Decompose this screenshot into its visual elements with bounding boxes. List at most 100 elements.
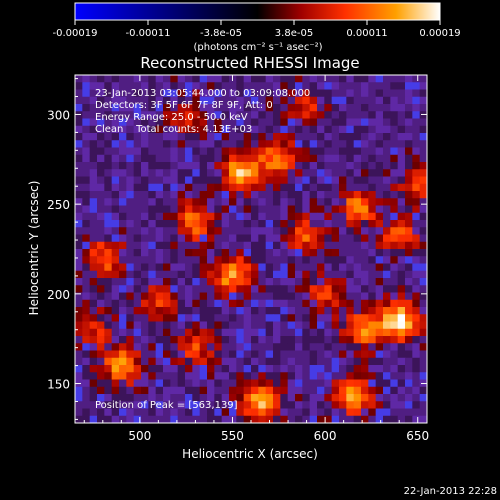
heatmap-cell [97,162,105,170]
heatmap-cell [287,285,296,293]
heatmap-cell [177,307,186,315]
heatmap-cell [141,343,149,351]
heatmap-cell [148,350,157,359]
heatmap-cell [375,147,384,156]
heatmap-cell [361,263,369,272]
heatmap-cell [265,176,274,185]
heatmap-cell [339,394,347,402]
heatmap-cell [75,162,83,170]
heatmap-cell [258,401,267,409]
heatmap-cell [133,205,142,214]
heatmap-cell [287,372,296,380]
heatmap-cell [214,104,223,112]
heatmap-cell [243,96,252,105]
heatmap-cell [243,314,252,322]
heatmap-cell [133,357,142,366]
heatmap-cell [119,307,127,315]
heatmap-cell [339,89,347,98]
heatmap-cell [119,299,127,308]
heatmap-cell [243,118,252,127]
heatmap-cell [295,75,303,83]
colorbar-gradient [74,2,441,21]
heatmap-cell [419,162,428,170]
heatmap-cell [199,191,208,199]
heatmap-cell [170,212,179,221]
heatmap-cell [251,278,259,286]
heatmap-cell [361,256,369,264]
heatmap-cell [280,89,289,98]
heatmap-cell [324,314,333,322]
heatmap-cell [119,176,127,185]
heatmap-cell [361,212,369,221]
heatmap-cell [309,270,318,279]
heatmap-cell [339,307,347,315]
heatmap-cell [104,118,113,127]
heatmap-cell [236,256,245,264]
heatmap-cell [361,314,369,322]
heatmap-cell [331,154,340,163]
heatmap-cell [243,292,252,301]
heatmap-cell [192,415,201,424]
heatmap-cell [177,118,186,127]
heatmap-cell [331,328,340,337]
heatmap-cell [295,285,303,293]
heatmap-cell [346,176,355,185]
heatmap-cell [405,299,413,308]
heatmap-cell [82,205,91,214]
heatmap-cell [383,234,391,243]
heatmap-cell [229,292,237,301]
heatmap-cell [324,336,333,344]
heatmap-cell [119,365,127,373]
heatmap-cell [229,336,237,344]
heatmap-cell [258,249,267,257]
heatmap-cell [412,234,421,243]
heatmap-cell [412,212,421,221]
heatmap-cell [199,379,208,388]
colorbar: -0.00019 -0.00011 -3.8e-05 3.8e-05 0.00011 0.… [53,2,461,53]
heatmap-cell [346,278,355,286]
heatmap-cell [265,336,274,344]
heatmap-cell [170,321,179,330]
heatmap-cell [214,292,223,301]
heatmap-cell [317,415,325,424]
heatmap-cell [331,285,340,293]
heatmap-cell [97,205,105,214]
heatmap-cell [177,256,186,264]
heatmap-cell [163,314,171,322]
heatmap-cell [185,408,193,417]
heatmap-cell [309,147,318,156]
heatmap-cell [419,205,428,214]
heatmap-cell [375,379,384,388]
heatmap-cell [89,96,98,105]
heatmap-cell [97,336,105,344]
heatmap-cell [126,176,135,185]
heatmap-cell [302,401,311,409]
heatmap-cell [280,147,289,156]
heatmap-cell [309,278,318,286]
heatmap-cell [133,343,142,351]
heatmap-cell [104,191,113,199]
heatmap-cell [419,256,428,264]
heatmap-cell [192,379,201,388]
heatmap-cell [353,96,362,105]
heatmap-cell [368,408,377,417]
heatmap-cell [295,343,303,351]
heatmap-cell [163,307,171,315]
heatmap-cell [397,278,406,286]
heatmap-cell [273,394,281,402]
heatmap-cell [412,111,421,119]
heatmap-cell [258,350,267,359]
heatmap-cell [148,386,157,395]
heatmap-cell [126,241,135,250]
heatmap-cell [331,234,340,243]
heatmap-cell [163,183,171,192]
heatmap-cell [302,111,311,119]
heatmap-cell [177,270,186,279]
heatmap-cell [236,321,245,330]
heatmap-cell [353,198,362,206]
heatmap-cell [185,415,193,424]
heatmap-cell [119,372,127,380]
heatmap-cell [412,198,421,206]
heatmap-cell [375,154,384,163]
heatmap-cell [412,162,421,170]
